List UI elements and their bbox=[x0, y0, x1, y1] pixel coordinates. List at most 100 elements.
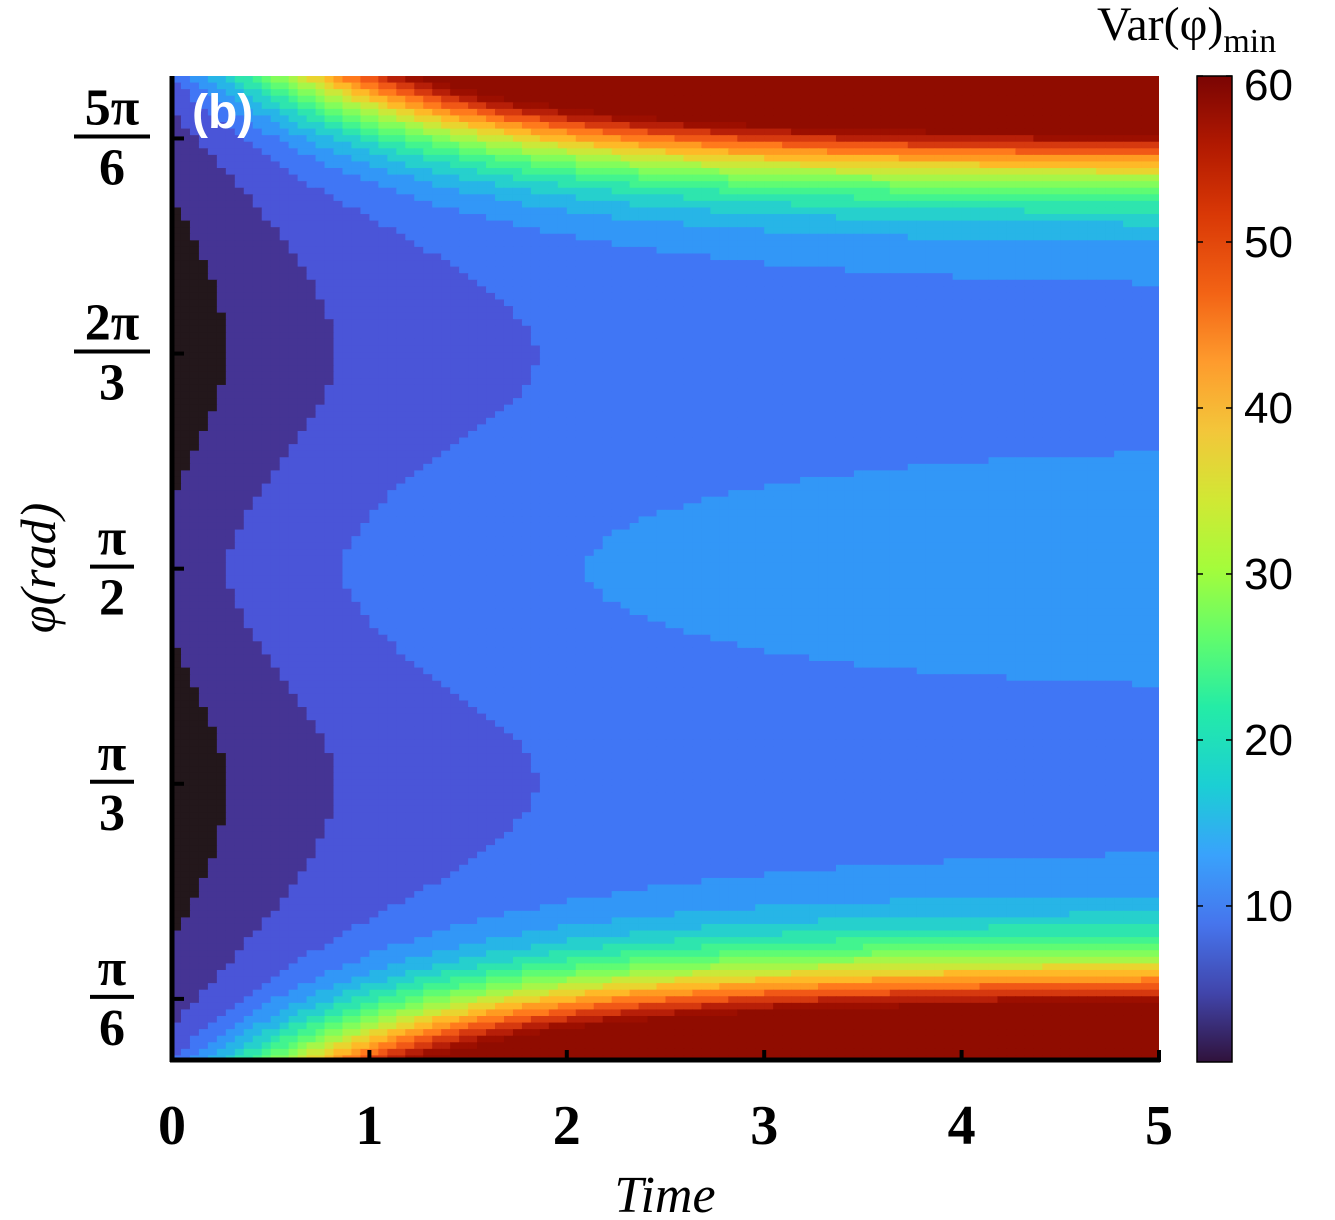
heat-cell bbox=[468, 122, 478, 130]
heat-cell bbox=[459, 306, 469, 314]
heat-cell bbox=[216, 253, 227, 261]
heat-cell bbox=[925, 187, 936, 195]
heat-cell bbox=[207, 345, 218, 353]
heat-cell bbox=[216, 135, 227, 143]
heat-cell bbox=[1006, 168, 1017, 176]
heat-cell bbox=[620, 227, 631, 235]
heat-cell bbox=[880, 286, 891, 294]
heat-cell bbox=[279, 82, 290, 90]
heat-cell bbox=[414, 292, 424, 301]
heat-cell bbox=[988, 345, 999, 353]
heat-cell bbox=[225, 194, 236, 202]
heat-cell bbox=[728, 338, 738, 347]
heat-cell bbox=[521, 187, 532, 195]
heat-cell bbox=[629, 299, 640, 307]
heat-cell bbox=[530, 299, 541, 307]
heat-cell bbox=[414, 168, 424, 176]
heat-cell bbox=[997, 115, 1008, 123]
heat-cell bbox=[387, 115, 397, 123]
heat-cell bbox=[306, 141, 317, 149]
heat-cell bbox=[809, 174, 819, 182]
heat-cell bbox=[1132, 102, 1142, 110]
heat-cell bbox=[683, 332, 694, 340]
heat-cell bbox=[270, 187, 281, 195]
heat-cell bbox=[1150, 266, 1159, 274]
heat-cell bbox=[530, 292, 541, 301]
heat-cell bbox=[827, 108, 837, 117]
heat-cell bbox=[916, 365, 927, 373]
heat-cell bbox=[450, 306, 460, 314]
heat-cell bbox=[1015, 260, 1026, 268]
heat-cell bbox=[701, 292, 711, 301]
heat-cell bbox=[423, 332, 433, 340]
heat-cell bbox=[1132, 207, 1142, 215]
heat-cell bbox=[638, 312, 649, 320]
heat-cell bbox=[746, 207, 756, 215]
heat-cell bbox=[539, 214, 550, 222]
heat-cell bbox=[180, 194, 191, 202]
heat-cell bbox=[234, 227, 245, 235]
heat-cell bbox=[1006, 154, 1017, 163]
heat-cell bbox=[225, 108, 236, 117]
heat-cell bbox=[701, 306, 711, 314]
heat-cell bbox=[387, 102, 397, 110]
heat-cell bbox=[495, 260, 505, 268]
heat-cell bbox=[512, 299, 523, 307]
heat-cell bbox=[1087, 292, 1097, 301]
heat-cell bbox=[1069, 292, 1079, 301]
heat-cell bbox=[638, 325, 649, 333]
heat-cell bbox=[495, 181, 505, 189]
heat-cell bbox=[620, 148, 631, 156]
heat-cell bbox=[575, 338, 586, 347]
heat-cell bbox=[961, 122, 972, 130]
heat-cell bbox=[1150, 174, 1159, 182]
heat-cell bbox=[530, 325, 541, 333]
heat-cell bbox=[791, 292, 801, 301]
heat-cell bbox=[629, 279, 640, 287]
heat-cell bbox=[737, 358, 747, 366]
heat-cell bbox=[934, 148, 945, 156]
heat-cell bbox=[1132, 154, 1142, 163]
heat-cell bbox=[459, 246, 469, 255]
heat-cell bbox=[342, 135, 353, 143]
heat-cell bbox=[674, 115, 685, 123]
heat-cell bbox=[997, 299, 1008, 307]
heat-cell bbox=[279, 154, 290, 163]
heat-cell bbox=[593, 135, 604, 143]
heat-cell bbox=[710, 194, 720, 202]
heat-cell bbox=[844, 279, 855, 287]
heat-cell bbox=[297, 194, 308, 202]
heat-cell bbox=[925, 102, 936, 110]
heat-cell bbox=[1114, 89, 1124, 97]
heat-cell bbox=[629, 102, 640, 110]
heat-cell bbox=[979, 76, 990, 84]
heat-cell bbox=[234, 325, 245, 333]
heat-cell bbox=[324, 115, 335, 123]
heat-cell bbox=[701, 181, 711, 189]
heat-cell bbox=[387, 95, 397, 103]
heat-cell bbox=[1096, 279, 1106, 287]
heat-cell bbox=[297, 312, 308, 320]
heat-cell bbox=[952, 253, 963, 261]
heat-cell bbox=[172, 187, 182, 195]
heat-cell bbox=[602, 181, 613, 189]
heat-cell bbox=[997, 76, 1008, 84]
heat-cell bbox=[521, 207, 532, 215]
heat-cell bbox=[297, 319, 308, 327]
heat-cell bbox=[414, 95, 424, 103]
heat-cell bbox=[692, 89, 702, 97]
heat-cell bbox=[557, 207, 568, 215]
heat-cell bbox=[1132, 227, 1142, 235]
heat-cell bbox=[441, 161, 451, 169]
heat-cell bbox=[252, 161, 263, 169]
heat-cell bbox=[1123, 352, 1133, 360]
heat-cell bbox=[172, 319, 182, 327]
heat-cell bbox=[378, 325, 388, 333]
heat-cell bbox=[979, 365, 990, 373]
heat-cell bbox=[279, 220, 290, 228]
heat-cell bbox=[818, 168, 828, 176]
heat-cell bbox=[862, 306, 873, 314]
heat-cell bbox=[216, 273, 227, 281]
heat-cell bbox=[1132, 89, 1142, 97]
heat-cell bbox=[1123, 187, 1133, 195]
